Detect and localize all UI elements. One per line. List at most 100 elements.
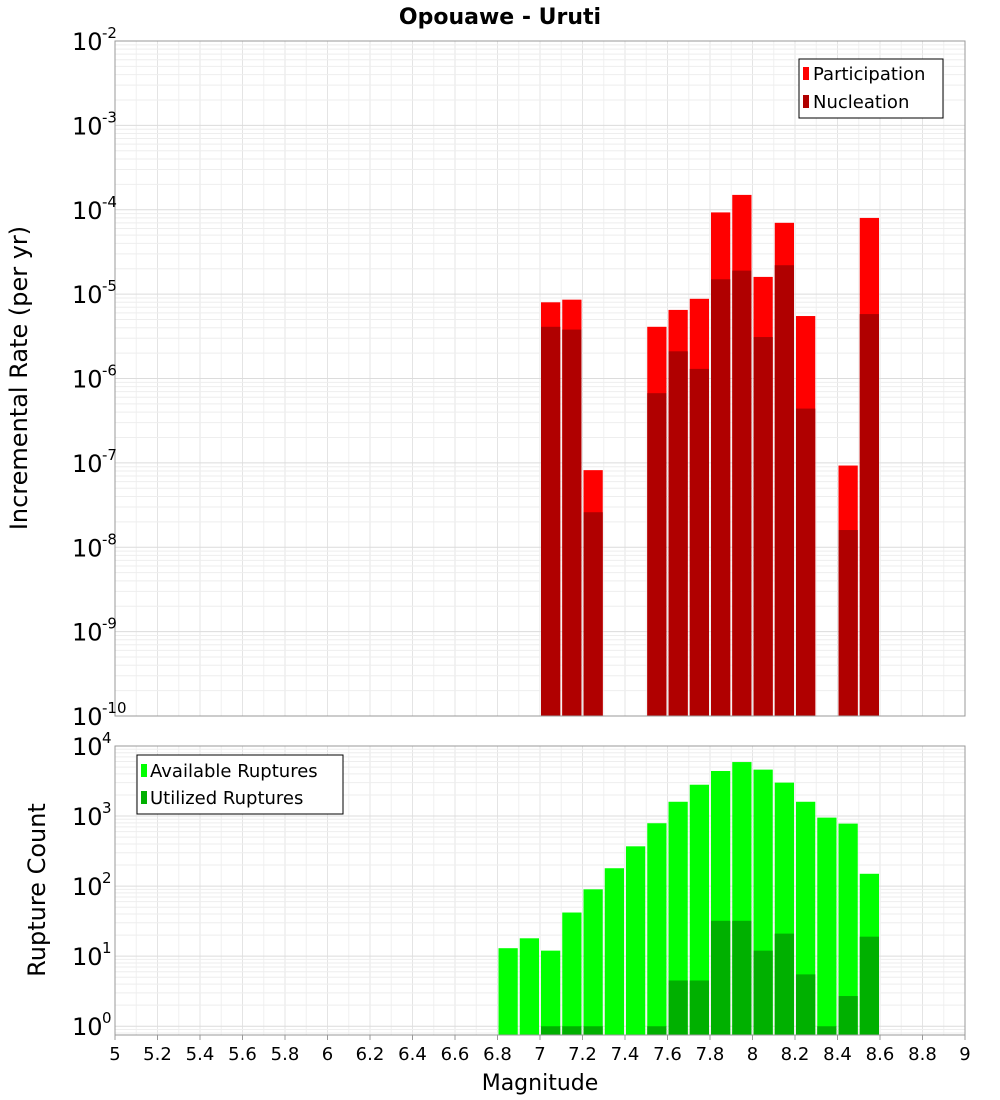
top-y-tick-exponent: -6 [102, 362, 117, 380]
bottom-y-tick-exponent: 1 [102, 939, 112, 957]
top-bar-nucleation [732, 270, 752, 716]
top-y-tick-exponent: -5 [102, 277, 117, 295]
top-y-tick-base: 10 [72, 281, 103, 309]
top-y-tick-exponent: -8 [102, 530, 117, 548]
top-bar-nucleation [838, 530, 858, 716]
bottom-bar-available-ruptures [817, 817, 837, 1035]
top-bar-nucleation [753, 337, 773, 716]
x-tick-label: 7.4 [611, 1044, 640, 1065]
bottom-bar-available-ruptures [838, 823, 858, 1035]
x-axis-label: Magnitude [482, 1071, 599, 1096]
bottom-bar-utilized-ruptures [796, 974, 816, 1035]
top-y-tick-base: 10 [72, 112, 103, 140]
bottom-bar-utilized-ruptures [817, 1026, 837, 1035]
top-gridlines [114, 40, 966, 717]
bottom-y-tick-base: 10 [72, 803, 103, 831]
x-tick-label: 5.8 [271, 1044, 300, 1065]
top-y-tick-label: 10 -6 [72, 362, 117, 394]
x-tick-label: 8.8 [908, 1044, 937, 1065]
top-bar-nucleation [562, 329, 582, 716]
top-bar-nucleation [711, 279, 731, 716]
top-bar-nucleation [796, 408, 816, 716]
top-y-axis-label: Incremental Rate (per yr) [5, 226, 33, 530]
x-tick-label: 5.4 [186, 1044, 215, 1065]
top-bar-nucleation [668, 351, 688, 716]
top-y-tick-label: 10 -5 [72, 277, 117, 309]
x-tick-label: 8.6 [866, 1044, 895, 1065]
bottom-y-tick-base: 10 [72, 873, 103, 901]
top-y-tick-base: 10 [72, 450, 103, 478]
top-bar-nucleation [689, 368, 709, 716]
bottom-bar-utilized-ruptures [562, 1026, 582, 1035]
x-tick-label: 6.8 [483, 1044, 512, 1065]
bottom-bar-available-ruptures [668, 801, 688, 1035]
top-y-tick-label: 10 -8 [72, 530, 117, 562]
bottom-y-tick-base: 10 [72, 1013, 103, 1041]
bottom-bar-available-ruptures [498, 948, 518, 1035]
bottom-y-tick-exponent: 0 [102, 1009, 112, 1027]
top-panel: 10-210-310-410-510-610-710-810-910-10 In… [5, 24, 966, 731]
top-y-tick-exponent: -10 [102, 699, 127, 717]
x-tick-label: 5.6 [228, 1044, 257, 1065]
bottom-bar-available-ruptures [583, 889, 603, 1035]
bottom-bar-available-ruptures [519, 938, 539, 1035]
x-tick-label: 7 [534, 1044, 545, 1065]
top-y-tick-base: 10 [72, 366, 103, 394]
legend-label-available: Available Ruptures [150, 761, 318, 782]
bottom-bar-available-ruptures [689, 784, 709, 1035]
legend-swatch-participation [803, 67, 809, 80]
top-y-tick-label: 10 -10 [72, 699, 127, 731]
bottom-y-tick-label: 10 1 [72, 939, 112, 971]
top-legend: Participation Nucleation [798, 58, 944, 119]
top-y-tick-exponent: -9 [102, 615, 117, 633]
bottom-bar-utilized-ruptures [711, 920, 731, 1035]
bottom-y-tick-exponent: 3 [102, 799, 112, 817]
bottom-bar-utilized-ruptures [689, 980, 709, 1035]
x-tick-label: 6.2 [356, 1044, 385, 1065]
bottom-bar-utilized-ruptures [859, 936, 879, 1035]
bottom-y-tick-base: 10 [72, 733, 103, 761]
top-y-ticks: 10-210-310-410-510-610-710-810-910-10 [72, 24, 127, 731]
x-tick-label: 5.2 [143, 1044, 172, 1065]
top-bar-nucleation [583, 512, 603, 716]
x-tick-label: 5 [109, 1044, 120, 1065]
bottom-y-axis-label: Rupture Count [23, 803, 51, 977]
bottom-legend-box [136, 754, 344, 815]
x-tick-label: 7.8 [696, 1044, 725, 1065]
bottom-bar-utilized-ruptures [774, 933, 794, 1035]
top-legend-box [798, 58, 944, 119]
x-tick-label: 8.2 [781, 1044, 810, 1065]
bottom-y-tick-label: 10 2 [72, 869, 112, 901]
bottom-bar-utilized-ruptures [541, 1026, 561, 1035]
legend-swatch-utilized [141, 791, 147, 804]
x-ticks: 5 5.2 5.4 5.6 5.8 6 6.2 6.4 6.6 6.8 7 7.2 7.4 7.6 7.8 8… [109, 1035, 971, 1065]
bottom-bar-utilized-ruptures [647, 1026, 667, 1035]
top-plot-frame [114, 40, 966, 717]
chart-title: Opouawe - Uruti [399, 5, 601, 30]
bottom-bar-available-ruptures [626, 846, 646, 1035]
top-bar-nucleation [647, 393, 667, 716]
x-tick-label: 8 [747, 1044, 758, 1065]
top-y-tick-label: 10 -3 [72, 108, 117, 140]
legend-label-nucleation: Nucleation [813, 92, 909, 113]
bottom-bar-available-ruptures [604, 868, 624, 1035]
bottom-bar-utilized-ruptures [668, 980, 688, 1035]
top-y-tick-base: 10 [72, 197, 103, 225]
top-y-tick-base: 10 [72, 619, 103, 647]
bottom-y-tick-exponent: 2 [102, 869, 112, 887]
legend-label-participation: Participation [813, 64, 925, 85]
top-y-tick-exponent: -2 [102, 24, 117, 42]
top-y-tick-base: 10 [72, 28, 103, 56]
top-bars [541, 194, 879, 717]
x-tick-label: 9 [959, 1044, 970, 1065]
legend-swatch-nucleation [803, 95, 809, 108]
top-y-tick-base: 10 [72, 534, 103, 562]
bottom-y-tick-exponent: 4 [102, 729, 112, 747]
top-y-tick-exponent: -3 [102, 108, 117, 126]
top-y-tick-exponent: -7 [102, 446, 117, 464]
bottom-y-tick-label: 10 3 [72, 799, 112, 831]
bottom-bar-available-ruptures [647, 823, 667, 1035]
bottom-bar-available-ruptures [541, 950, 561, 1035]
